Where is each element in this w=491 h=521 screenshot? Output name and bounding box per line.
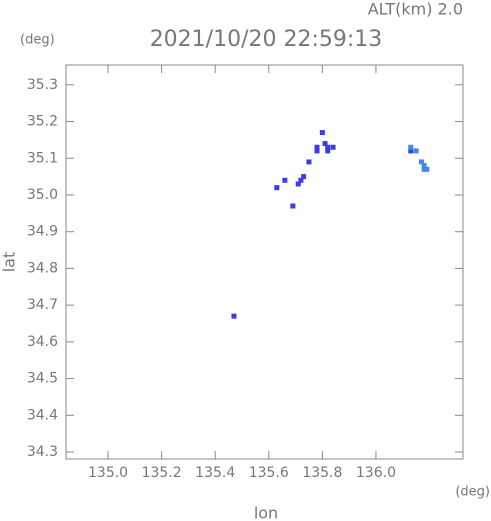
echo-point (295, 181, 301, 187)
x-tick-label: 135.2 (142, 465, 182, 481)
y-tick-label: 34.6 (27, 334, 58, 350)
y-unit: (deg) (20, 33, 55, 48)
echo-point (319, 130, 325, 136)
x-tick-label: 135.4 (195, 465, 235, 481)
x-tick-label: 135.6 (249, 465, 289, 481)
echo-point (421, 163, 427, 169)
echo-point (274, 185, 280, 191)
y-tick-label: 34.4 (27, 407, 58, 423)
echo-point (424, 166, 430, 172)
echo-point (325, 144, 331, 150)
y-tick-label: 35.2 (27, 114, 58, 130)
echo-point (231, 313, 237, 319)
echo-point (330, 144, 336, 150)
y-tick-label: 34.5 (27, 371, 58, 387)
echo-point (408, 144, 414, 150)
plot-frame (65, 64, 464, 460)
y-tick-label: 34.3 (27, 444, 58, 460)
y-tick-label: 35.1 (27, 150, 58, 166)
echo-point (290, 203, 296, 209)
echo-point (314, 144, 320, 150)
y-tick-label: 35.0 (27, 187, 58, 203)
y-tick-label: 35.3 (27, 77, 58, 93)
y-tick-label: 34.8 (27, 260, 58, 276)
echo-point (298, 177, 304, 183)
altitude-label: ALT(km) 2.0 (368, 0, 463, 19)
echo-point (325, 148, 331, 154)
echo-point (301, 174, 307, 180)
chart-title: 2021/10/20 22:59:13 (150, 27, 383, 52)
x-axis-label: lon (254, 504, 278, 521)
y-tick-label: 34.7 (27, 297, 58, 313)
echo-point (314, 148, 320, 154)
echo-point (282, 177, 288, 183)
y-axis-label: lat (0, 252, 19, 273)
x-tick-label: 135.0 (88, 465, 128, 481)
echo-point (322, 141, 328, 147)
y-tick-label: 34.9 (27, 224, 58, 240)
x-unit: (deg) (455, 485, 490, 500)
echo-point (421, 166, 427, 172)
echo-point (413, 148, 419, 154)
x-tick-label: 135.8 (302, 465, 342, 481)
echo-point (418, 159, 424, 165)
x-tick-label: 136.0 (356, 465, 396, 481)
echo-point (408, 148, 414, 154)
echo-point (306, 159, 312, 165)
